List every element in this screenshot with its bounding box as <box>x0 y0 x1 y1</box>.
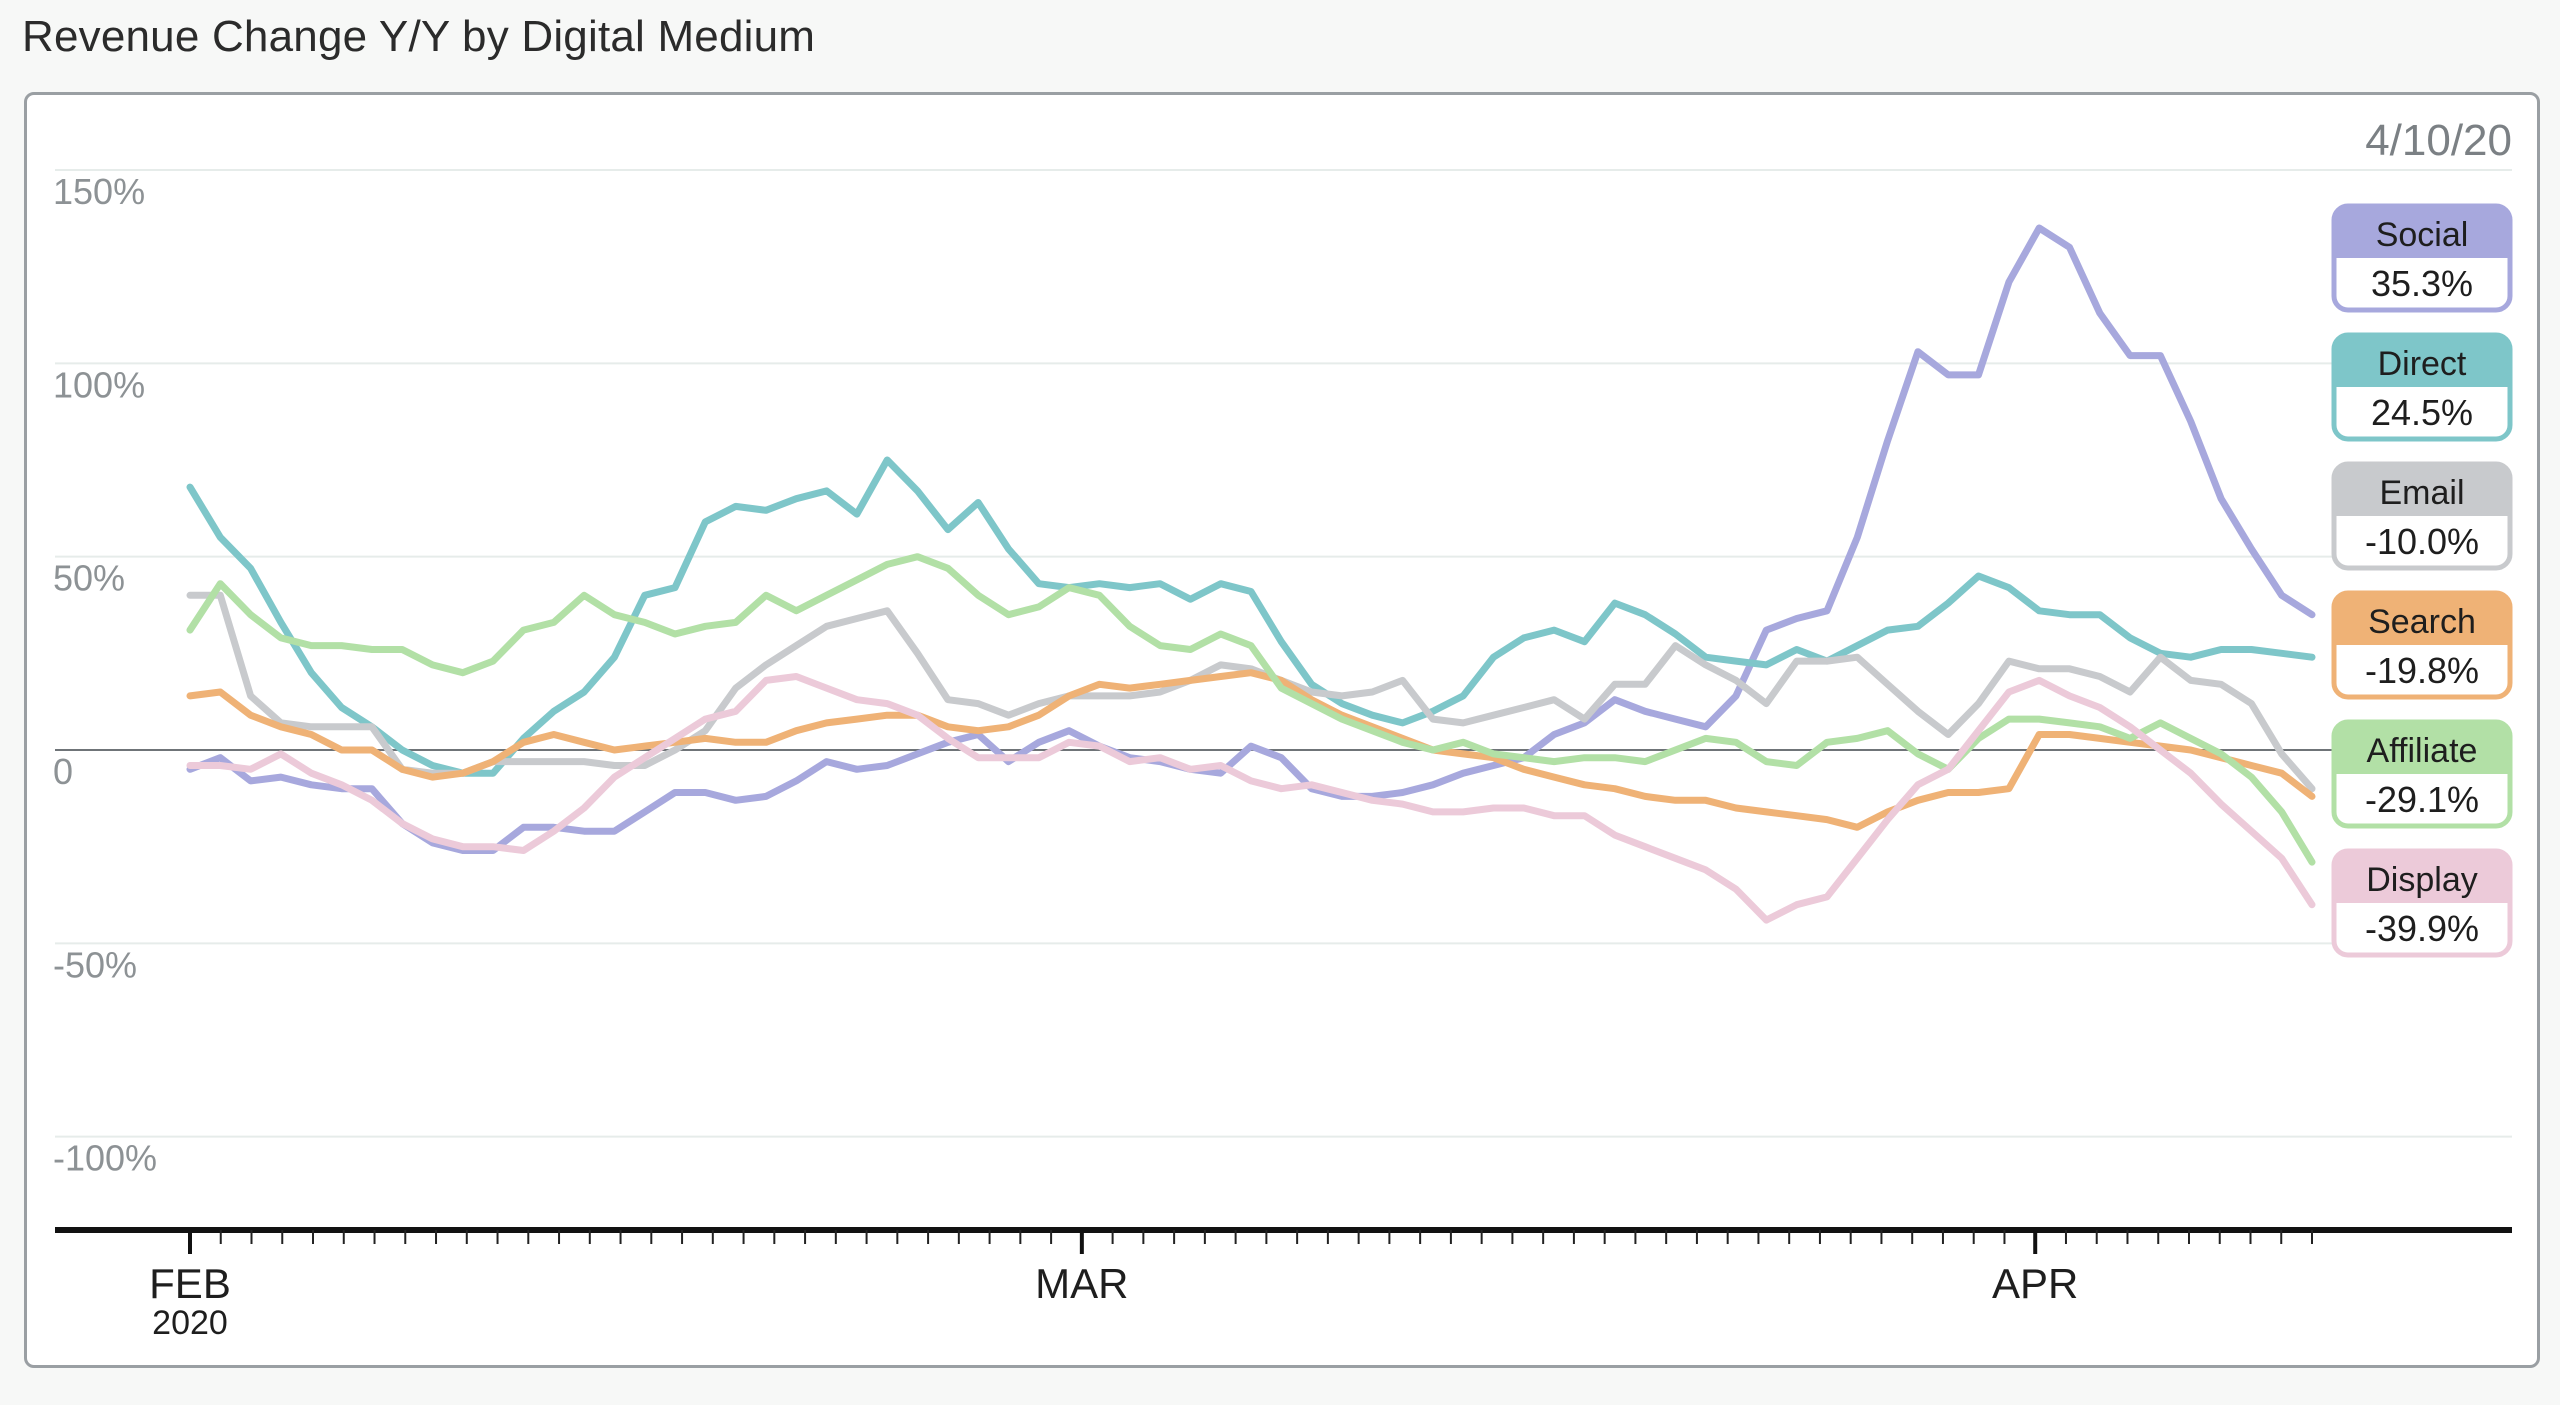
legend-series-name: Display <box>2366 861 2477 899</box>
legend-series-value: -39.9% <box>2365 908 2479 949</box>
legend-item-direct: Direct 24.5% <box>2331 332 2513 442</box>
legend-header <box>2334 206 2510 258</box>
series-layer <box>186 224 2316 924</box>
legend-header <box>2334 464 2510 516</box>
series-line-search <box>186 669 2316 831</box>
x-tick-sublabel: 2020 <box>152 1304 228 1342</box>
legend-item-email: Email -10.0% <box>2331 461 2513 571</box>
grid-layer: 150% 100% 50% 0 -50% -100% <box>53 169 2512 1179</box>
legend-series-value: -10.0% <box>2365 521 2479 562</box>
legend: 4/10/20 Social 35.3% Direct 24.5% Email -10.0%… <box>2331 116 2513 958</box>
legend-item-display: Display -39.9% <box>2331 848 2513 958</box>
series-line-display <box>186 673 2316 924</box>
chart-panel: 150% 100% 50% 0 -50% -100% FEB 2020 MAR APR 4/10… <box>24 92 2540 1368</box>
y-tick-label: 150% <box>53 171 145 212</box>
legend-series-name: Search <box>2368 603 2476 641</box>
legend-item-social: Social 35.3% <box>2331 203 2513 313</box>
legend-series-name: Direct <box>2378 345 2467 383</box>
legend-series-value: -19.8% <box>2365 650 2479 691</box>
legend-series-value: 35.3% <box>2371 263 2473 304</box>
legend-series-value: -29.1% <box>2365 779 2479 820</box>
series-line-social <box>186 224 2316 854</box>
legend-header <box>2334 335 2510 387</box>
x-tick-label: FEB <box>149 1260 231 1307</box>
legend-series-value: 24.5% <box>2371 392 2473 433</box>
legend-item-affiliate: Affiliate -29.1% <box>2331 719 2513 829</box>
y-tick-label: -50% <box>53 944 137 985</box>
legend-header <box>2334 722 2510 774</box>
y-tick-label: -100% <box>53 1138 157 1179</box>
legend-header <box>2334 593 2510 645</box>
latest-date-label: 4/10/20 <box>2365 116 2512 165</box>
y-tick-label: 0 <box>53 751 73 792</box>
legend-series-name: Social <box>2376 216 2469 254</box>
legend-series-name: Email <box>2379 474 2464 512</box>
x-tick-label: MAR <box>1035 1260 1128 1307</box>
legend-series-name: Affiliate <box>2367 732 2478 770</box>
chart-title: Revenue Change Y/Y by Digital Medium <box>22 12 816 61</box>
legend-header <box>2334 851 2510 903</box>
x-tick-label: APR <box>1992 1260 2078 1307</box>
series-line-direct <box>186 456 2316 777</box>
legend-item-search: Search -19.8% <box>2331 590 2513 700</box>
series-line-email <box>186 591 2316 793</box>
y-tick-label: 50% <box>53 558 125 599</box>
y-tick-label: 100% <box>53 364 145 405</box>
